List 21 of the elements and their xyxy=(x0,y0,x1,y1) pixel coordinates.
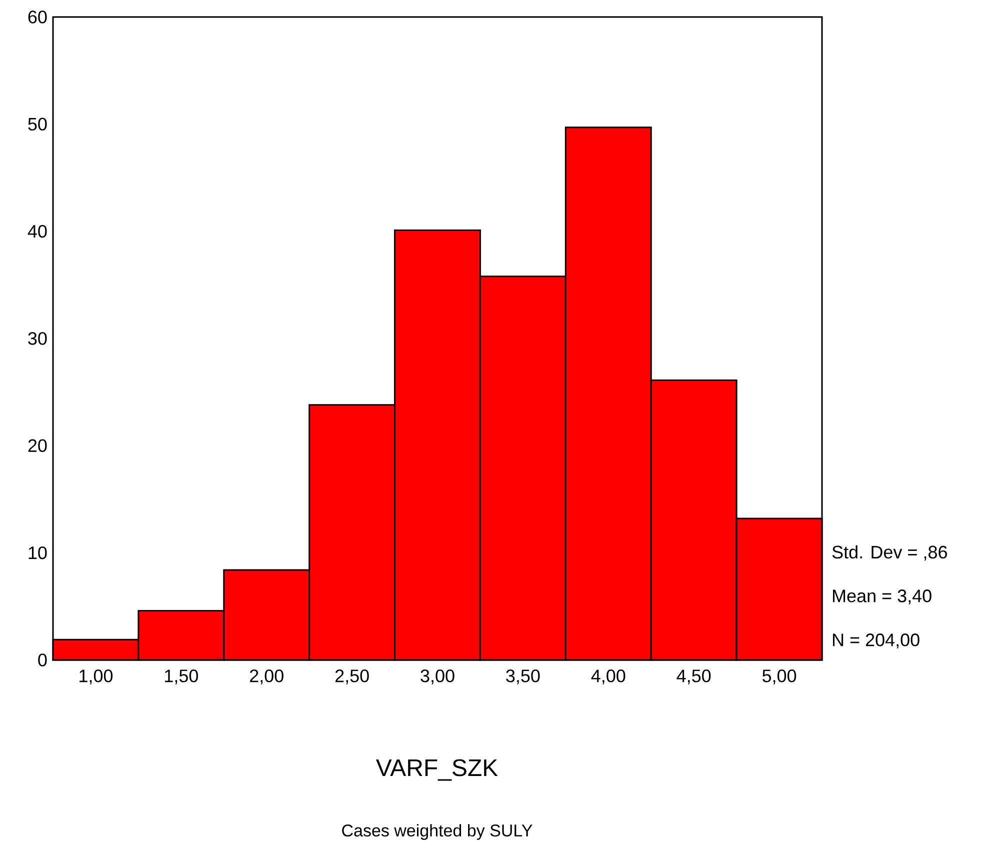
x-tick-label: 2,00 xyxy=(250,670,284,684)
y-tick-label: 20 xyxy=(28,439,47,452)
x-tick-label: 3,00 xyxy=(420,670,454,684)
text: Std. Dev = ,86 xyxy=(832,545,947,561)
x-tick-label: 4,50 xyxy=(676,670,711,684)
y-tick-label: 30 xyxy=(28,332,47,345)
text: Mean = 3,40 xyxy=(833,590,932,604)
x-tick-label: 5,00 xyxy=(762,670,796,684)
x-tick-label: 1,00 xyxy=(80,670,113,684)
y-tick-label: 10 xyxy=(28,546,47,560)
x-tick-label: 3,50 xyxy=(506,670,540,684)
y-tick-label: 0 xyxy=(38,654,47,666)
x-tick-label: 2,50 xyxy=(335,670,369,684)
x-tick-label: 4,00 xyxy=(591,670,626,684)
y-tick-label: 40 xyxy=(28,224,47,238)
y-tick-label: 50 xyxy=(28,118,47,131)
y-tick-label: 60 xyxy=(28,10,47,24)
x-tick-label: 1,50 xyxy=(165,670,198,684)
text: N = 204,00 xyxy=(833,634,920,648)
text: Cases weighted by SULY xyxy=(342,824,532,840)
x-axis-title: VARF_SZK xyxy=(376,759,498,781)
